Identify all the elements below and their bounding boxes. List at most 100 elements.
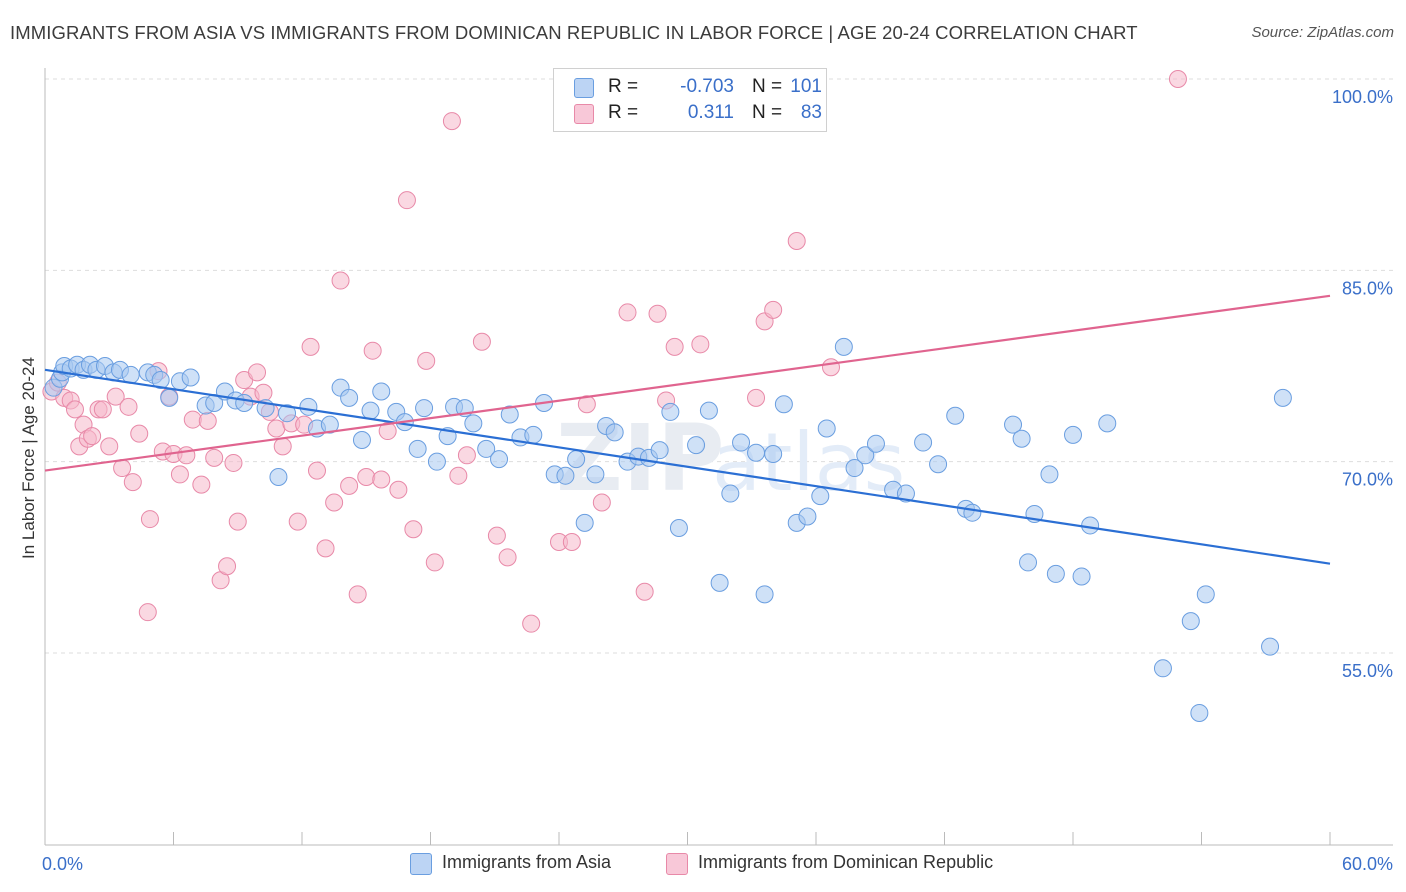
legend-n-label: N = [752, 102, 783, 123]
point-asia-25 [269, 467, 288, 486]
point-dominican-81 [1168, 70, 1187, 88]
point-dominican-15 [123, 473, 142, 492]
point-asia-33 [361, 401, 380, 420]
point-dominican-76 [747, 388, 766, 407]
point-dominican-64 [498, 548, 517, 567]
point-dominican-30 [218, 557, 237, 576]
point-dominican-65 [522, 614, 541, 633]
point-dominican-58 [425, 553, 444, 572]
point-dominican-45 [316, 539, 335, 558]
point-asia-60 [650, 441, 669, 460]
point-dominican-26 [192, 475, 211, 494]
point-dominican-28 [205, 448, 224, 467]
point-asia-82 [914, 433, 933, 452]
point-dominican-56 [404, 520, 423, 539]
point-asia-46 [500, 405, 519, 424]
point-asia-93 [1064, 425, 1082, 444]
point-dominican-10 [93, 400, 112, 419]
y-tick-label-3: 100.0% [1332, 87, 1393, 107]
point-dominican-35 [248, 363, 267, 382]
point-dominican-16 [130, 424, 149, 443]
point-dominican-46 [325, 493, 344, 512]
legend-n-value-asia: 101 [790, 76, 822, 97]
point-asia-66 [721, 484, 740, 503]
point-asia-29 [320, 415, 339, 434]
point-dominican-47 [331, 271, 350, 290]
legend-swatch-dominican [574, 104, 594, 124]
correlation-legend: R = -0.703 N = 101 R = 0.311 N = 83 [553, 68, 827, 132]
point-asia-97 [1153, 659, 1172, 678]
point-dominican-13 [113, 459, 132, 478]
point-asia-26 [278, 404, 297, 423]
point-dominican-62 [472, 332, 491, 351]
point-asia-62 [669, 518, 688, 537]
chart-source: Source: ZipAtlas.com [1251, 24, 1394, 41]
point-dominican-55 [397, 191, 416, 210]
point-asia-102 [1273, 388, 1292, 407]
point-asia-27 [299, 397, 318, 416]
point-dominican-25 [183, 410, 202, 429]
point-asia-65 [710, 573, 729, 592]
point-dominican-72 [648, 304, 667, 323]
point-dominican-36 [254, 383, 273, 402]
point-dominican-4 [65, 400, 84, 419]
point-asia-67 [732, 433, 751, 452]
trend-lines [44, 294, 1331, 565]
legend-n-label: N = [752, 76, 783, 97]
point-asia-78 [856, 446, 875, 465]
series-label-dominican: Immigrants from Dominican Republic [698, 852, 994, 872]
point-asia-91 [1040, 465, 1059, 484]
point-asia-76 [834, 337, 853, 356]
point-asia-92 [1046, 564, 1065, 583]
series-swatch-asia [410, 853, 432, 875]
point-dominican-52 [372, 470, 391, 489]
point-dominican-57 [417, 351, 436, 370]
point-asia-54 [586, 465, 605, 484]
point-dominican-31 [224, 453, 243, 472]
point-asia-68 [747, 443, 766, 462]
point-asia-75 [817, 419, 836, 438]
point-dominican-48 [340, 476, 359, 495]
point-asia-23 [235, 393, 254, 412]
point-dominican-78 [764, 300, 783, 319]
point-dominican-50 [357, 467, 376, 486]
legend-swatch-asia [574, 78, 594, 98]
point-asia-79 [866, 434, 885, 453]
point-asia-74 [811, 487, 830, 506]
point-asia-64 [699, 401, 718, 420]
legend-r-label: R = [608, 102, 639, 123]
point-asia-43 [464, 414, 483, 433]
point-asia-84 [946, 406, 965, 425]
point-dominican-75 [691, 335, 710, 354]
point-dominican-74 [665, 337, 684, 356]
point-asia-69 [755, 585, 774, 604]
y-axis-title: In Labor Force | Age 20-24 [19, 357, 38, 559]
legend-r-label: R = [608, 76, 639, 97]
point-asia-96 [1098, 414, 1117, 433]
point-asia-44 [477, 439, 496, 458]
point-asia-18 [181, 368, 200, 387]
point-asia-100 [1196, 585, 1215, 604]
point-asia-99 [1190, 703, 1209, 722]
legend-r-value-dominican: 0.311 [687, 102, 734, 123]
point-dominican-32 [228, 512, 247, 531]
points-dominican-republic [42, 70, 1187, 633]
point-asia-98 [1181, 612, 1200, 631]
point-asia-52 [567, 450, 586, 469]
point-asia-101 [1261, 637, 1280, 656]
point-dominican-60 [449, 466, 468, 485]
point-dominican-68 [577, 395, 596, 414]
axes [44, 68, 1393, 846]
legend-r-value-asia: -0.703 [680, 76, 734, 97]
legend-n-value-dominican: 83 [800, 102, 822, 123]
point-dominican-39 [273, 437, 292, 456]
tick-labels: 55.0% 70.0% 85.0% 100.0% 0.0% 60.0% [42, 87, 1393, 874]
point-dominican-8 [83, 427, 102, 446]
point-dominican-17 [138, 603, 157, 622]
point-asia-95 [1081, 516, 1100, 535]
point-dominican-70 [618, 303, 637, 322]
point-asia-70 [764, 445, 783, 464]
point-asia-87 [1004, 415, 1023, 434]
point-asia-94 [1072, 567, 1091, 586]
